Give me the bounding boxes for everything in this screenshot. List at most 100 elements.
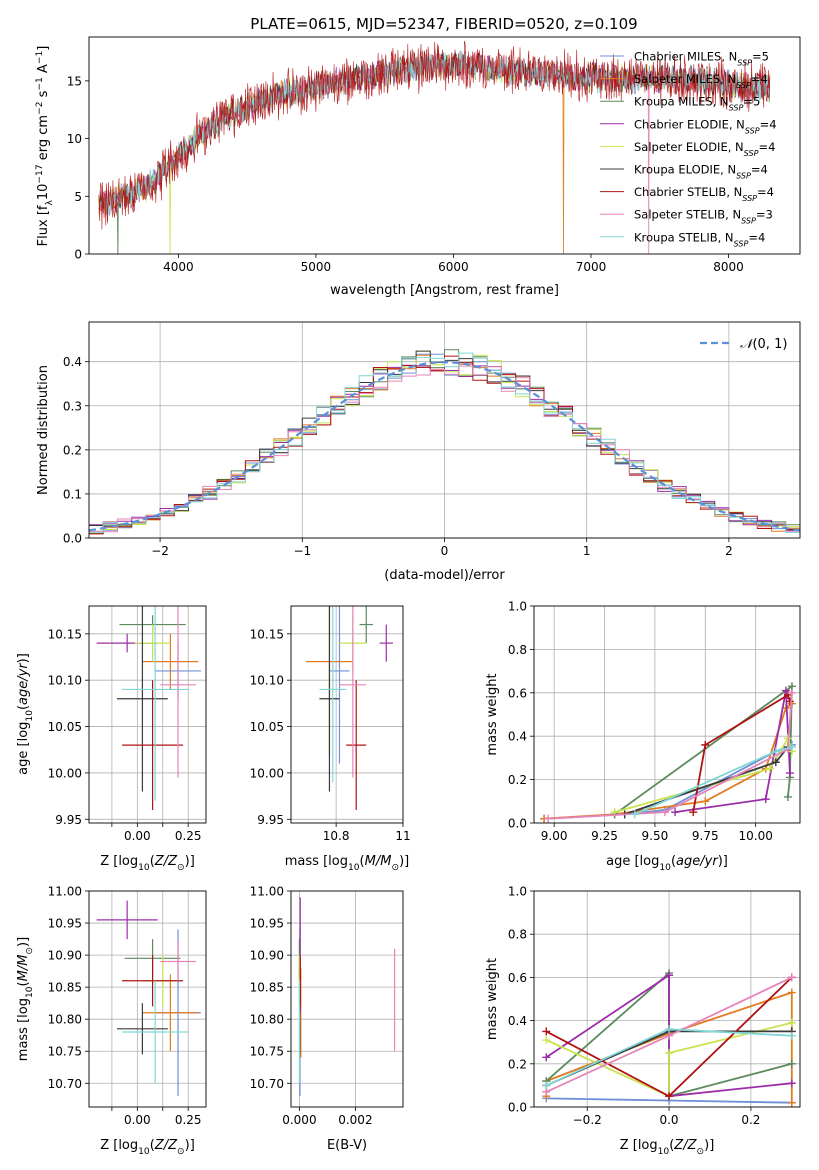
x-tick-label: 9.50 [642,829,669,843]
plot-area [89,322,800,538]
error-point [142,974,199,1052]
error-point [359,606,373,644]
x-tick-label: 0.2 [741,1113,760,1127]
plus-marker [785,769,794,778]
plus-marker [783,690,792,699]
plus-marker [785,697,794,706]
mass-weight-series-7 [548,692,793,820]
plus-marker [701,740,710,749]
x-tick-label: 0.00 [124,829,151,843]
y-tick-label: 10 [67,132,82,146]
plus-marker [787,743,796,752]
plus-marker [542,1036,551,1045]
x-axis-label: Z [log10(Z/Z⊙)] [620,1138,715,1157]
y-tick-label: 0.2 [508,1057,527,1071]
x-tick-label: −2 [151,544,169,558]
plus-marker [701,797,710,806]
error-point [116,1003,168,1055]
error-point [122,955,184,1007]
legend-entry: 𝒩(0, 1) [740,337,787,352]
normal-reference-curve [89,360,800,532]
error-point [116,606,168,792]
plus-marker [544,814,553,823]
x-tick-label: 4000 [163,260,194,274]
error-point [319,606,340,792]
y-tick-label: 10.15 [250,627,284,641]
axes-frame [290,890,404,1108]
plus-marker [665,1025,674,1034]
plus-marker [771,758,780,767]
x-tick-label: −0.2 [573,1113,602,1127]
y-tick-label: 1.0 [508,600,527,614]
plus-marker [665,1092,674,1101]
error-point [339,606,367,778]
x-tick-label: 0.002 [338,1113,372,1127]
x-tick-label: −1 [293,544,311,558]
plot-area [291,606,403,823]
mass-weight-series-2 [614,684,793,816]
y-tick-label: 0.2 [508,773,527,787]
axes-frame [533,890,801,1108]
y-tick-label: 10.90 [48,949,82,963]
error-point [122,606,189,801]
y-tick-label: 0.8 [508,928,527,942]
plus-marker [781,686,790,695]
plus-marker [787,1098,796,1107]
x-tick-label: 0.25 [175,829,202,843]
mass-weight-series-3 [674,690,791,813]
spectrum-series-6 [98,40,770,230]
y-tick-label: 10.70 [48,1077,82,1091]
plot-area [89,891,206,1107]
y-tick-label: 1.0 [508,885,527,899]
y-tick-label: 0 [74,248,82,262]
y-tick-label: 9.95 [257,813,284,827]
error-point [96,900,158,940]
plus-marker [542,1027,551,1036]
plot-area [89,606,206,823]
y-tick-label: 10.70 [250,1077,284,1091]
x-axis-label: Z [log10(Z/Z⊙)] [100,854,195,873]
axes-frame [290,605,404,824]
error-point [142,633,199,690]
error-point [122,980,189,1084]
y-tick-label: 10.05 [48,720,82,734]
plus-marker [660,808,669,817]
x-axis-label: wavelength [Angstrom, rest frame] [330,283,559,298]
plus-marker [542,1081,551,1090]
axes-frame [88,36,801,255]
y-tick-label: 0.0 [508,1101,527,1115]
panel-mass-vs-Z: 0.00 0.25 10.70 10.75 10.80 10.85 10.90 10.95 11… [16,885,207,1157]
plus-marker [783,792,792,801]
plus-marker [630,810,639,819]
panel-massweight-vs-Z: −0.2 0.0 0.2 0.0 0.2 0.4 0.6 0.8 1.0 Z [log10(Z/Z… [485,885,801,1157]
y-tick-label: 10.85 [48,981,82,995]
error-point [160,606,196,778]
plus-marker [787,1079,796,1088]
y-tick-label: 10.85 [250,981,284,995]
y-tick-label: 0.4 [508,1014,527,1028]
plus-marker [765,764,774,773]
mass-weight-series-6 [692,693,791,813]
x-tick-label: 9.25 [591,829,618,843]
y-tick-label: 10.10 [250,674,284,688]
axes-frame [88,605,207,824]
plot-area [98,40,771,254]
axes-frame [533,605,801,824]
y-tick-label: 10.95 [250,917,284,931]
x-tick-label: 2 [725,544,733,558]
axes-frame [88,890,207,1108]
y-tick-label: 0.0 [63,532,82,546]
residual-histogram-7 [89,365,800,533]
plus-marker [787,1031,796,1040]
y-tick-label: 10.00 [48,766,82,780]
y-tick-label: 11.00 [250,885,284,899]
legend-entry: Chabrier STELIB, NSSP=4 [634,185,774,203]
x-tick-label: 1 [583,544,591,558]
x-tick-label: 0.00 [124,1113,151,1127]
y-tick-label: 0.0 [508,817,527,831]
plus-marker [671,808,680,817]
y-tick-label: 0.4 [508,730,527,744]
x-tick-label: 0.25 [175,1113,202,1127]
y-tick-label: 10.00 [250,766,284,780]
